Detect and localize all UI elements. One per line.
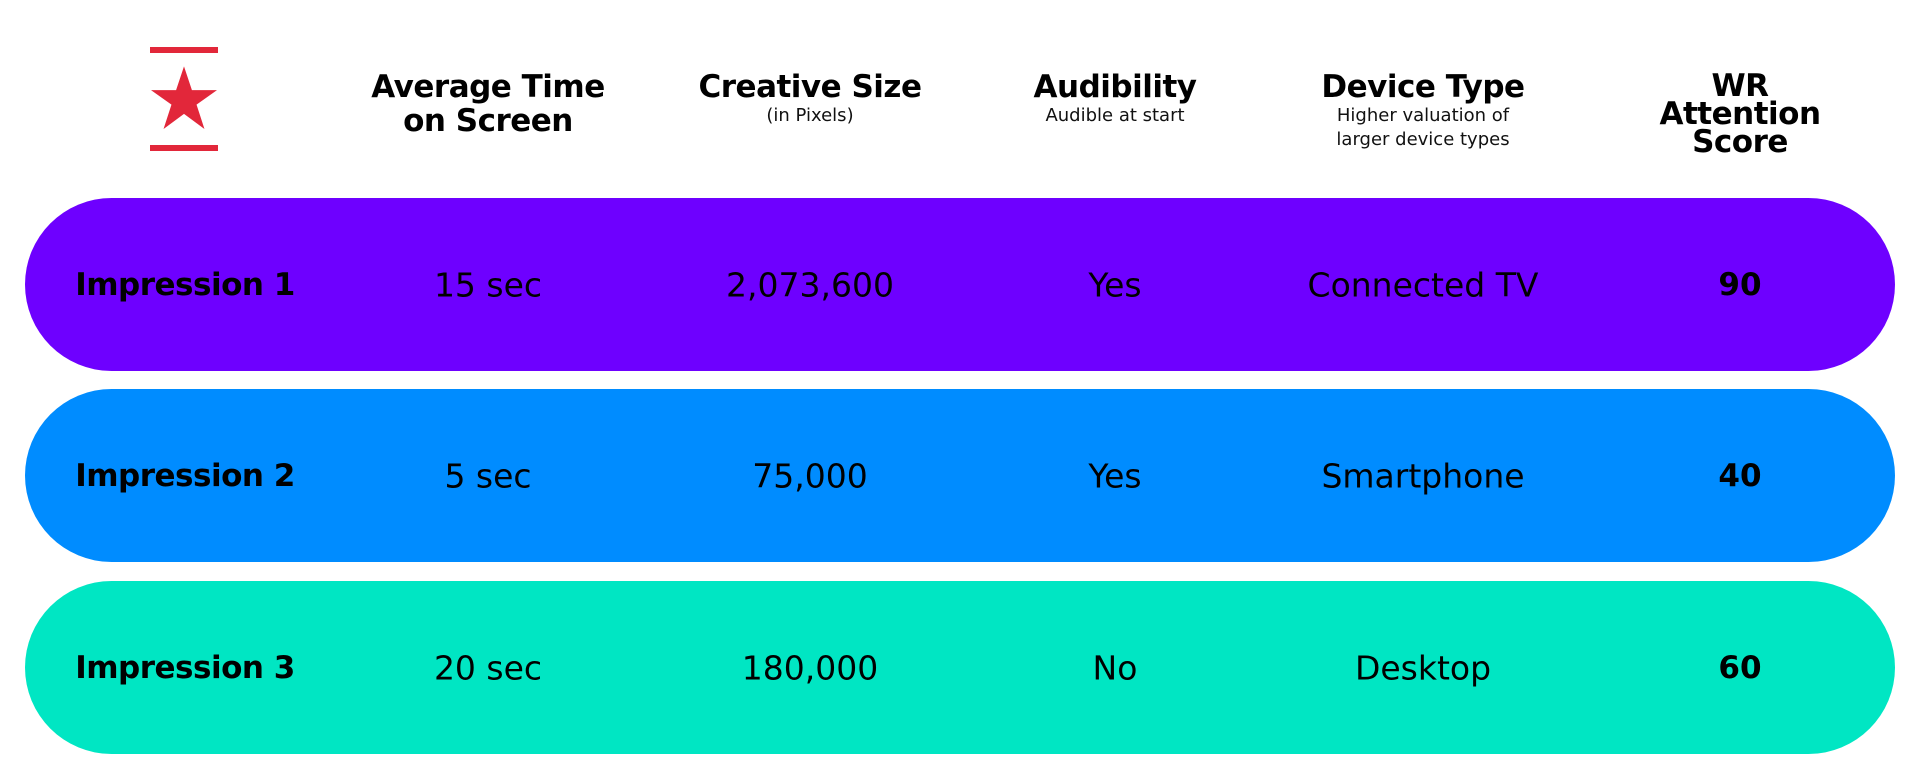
header-audibility-title: Audibility xyxy=(1033,69,1197,105)
cell-time: 15 sec xyxy=(433,265,543,304)
row-label: Impression 2 xyxy=(75,457,295,494)
cell-size: 75,000 xyxy=(752,456,868,495)
header-device-type-title: Device Type xyxy=(1321,69,1525,105)
header-device-type-subtitle-line-2: larger device types xyxy=(1336,129,1510,150)
table-header: Average Time on Screen Creative Size (in… xyxy=(0,0,1920,190)
cell-time: 5 sec xyxy=(444,456,532,495)
logo-bottom-bar xyxy=(150,145,218,151)
row-label: Impression 1 xyxy=(75,266,295,303)
cell-size: 2,073,600 xyxy=(726,265,894,304)
header-creative-size-subtitle: (in Pixels) xyxy=(766,105,854,126)
cell-score: 40 xyxy=(1718,457,1762,494)
header-attention-score-line-1: WR xyxy=(1711,68,1769,104)
cell-device: Desktop xyxy=(1354,648,1492,687)
cell-audible: Yes xyxy=(1088,456,1142,495)
cell-score: 90 xyxy=(1718,266,1762,303)
header-average-time-line-1: Average Time xyxy=(371,69,605,105)
header-device-type-subtitle-line-1: Higher valuation of xyxy=(1336,105,1510,126)
cell-size: 180,000 xyxy=(741,648,879,687)
table-row: Impression 2 5 sec 75,000 Yes Smartphone… xyxy=(25,389,1895,562)
cell-score: 60 xyxy=(1718,649,1762,686)
logo-top-bar xyxy=(150,47,218,53)
header-audibility-subtitle: Audible at start xyxy=(1045,105,1185,126)
cell-time: 20 sec xyxy=(433,648,543,687)
header-audibility: Audibility Audible at start xyxy=(1034,70,1197,128)
header-attention-score-line-2: Attention xyxy=(1659,96,1821,132)
logo xyxy=(150,47,220,154)
header-creative-size: Creative Size (in Pixels) xyxy=(699,70,922,128)
star-icon xyxy=(151,66,217,130)
header-attention-score: WR Attention Score xyxy=(1659,68,1821,160)
header-average-time-line-2: on Screen xyxy=(403,103,573,139)
header-creative-size-title: Creative Size xyxy=(698,69,922,105)
table-row: Impression 1 15 sec 2,073,600 Yes Connec… xyxy=(25,198,1895,371)
cell-audible: No xyxy=(1092,648,1138,687)
cell-device: Connected TV xyxy=(1307,265,1539,304)
cell-device: Smartphone xyxy=(1321,456,1525,495)
table-row: Impression 3 20 sec 180,000 No Desktop 6… xyxy=(25,581,1895,754)
header-device-type: Device Type Higher valuation of larger d… xyxy=(1321,69,1525,152)
header-attention-score-line-3: Score xyxy=(1692,124,1788,160)
cell-audible: Yes xyxy=(1088,265,1142,304)
row-label: Impression 3 xyxy=(75,649,295,686)
header-average-time: Average Time on Screen xyxy=(371,69,605,139)
